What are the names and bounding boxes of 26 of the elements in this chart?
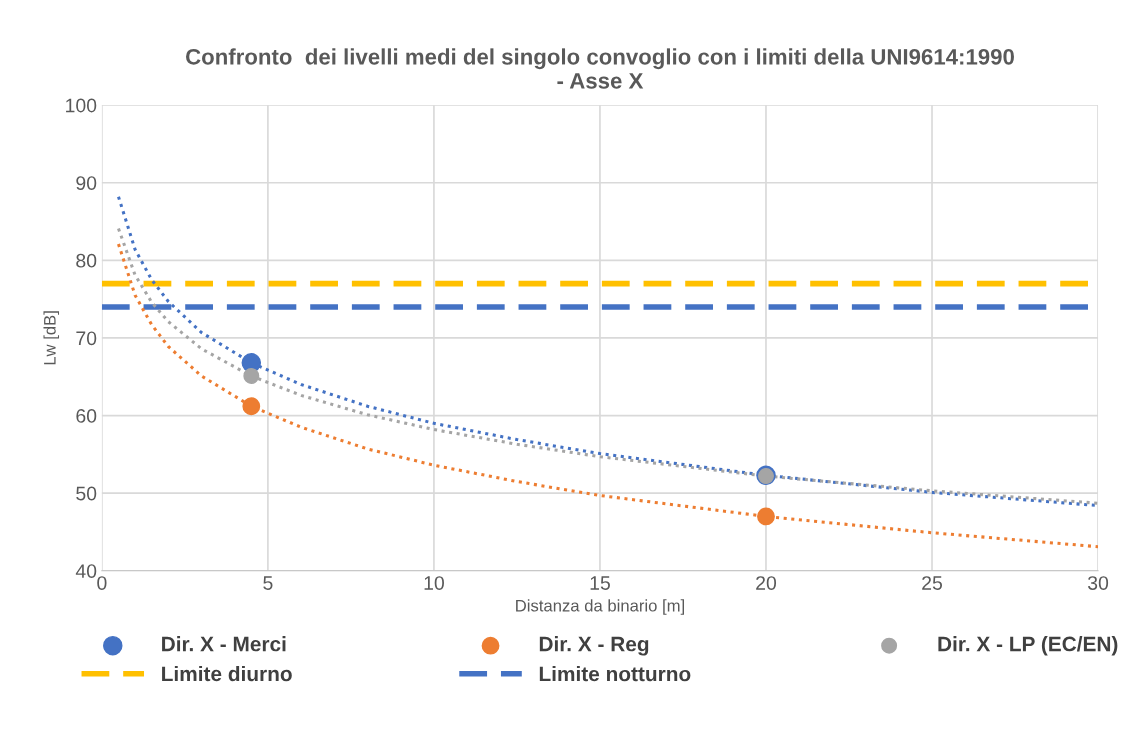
y-tick-label: 60 xyxy=(76,409,97,423)
y-tick-label: 50 xyxy=(76,486,97,501)
x-tick-label: 15 xyxy=(590,576,610,590)
y-tick-label: 70 xyxy=(76,331,97,346)
y-tick-label: 40 xyxy=(75,564,97,578)
chart-title: Confronto dei livelli medi del singolo convoglio con i limiti della UNI9614:1990 - Asse X xyxy=(186,48,1014,89)
legend-label: Dir. X - LP (EC/EN) xyxy=(938,636,1118,656)
y-tick-label: 100 xyxy=(66,98,97,113)
x-tick-label: 25 xyxy=(922,576,943,590)
point xyxy=(757,507,775,526)
x-tick-label: 0 xyxy=(97,576,107,590)
point xyxy=(243,367,260,384)
x-tick-label: 10 xyxy=(424,576,444,590)
x-axis-title: Distanza da binario [m] xyxy=(516,599,684,615)
y-tick-label: 90 xyxy=(76,176,97,190)
legend-label: Limite notturno xyxy=(539,666,691,682)
y-axis-title: Lw [dB] xyxy=(43,311,60,365)
x-tick-label: 20 xyxy=(756,576,777,590)
line-series xyxy=(116,242,1099,549)
legend-label: Dir. X - Reg xyxy=(539,636,649,656)
x-tick-label: 30 xyxy=(1087,576,1109,590)
legend-label: Limite diurno xyxy=(162,665,292,682)
x-tick-label: 5 xyxy=(263,576,273,590)
y-tick-label: 80 xyxy=(76,253,97,268)
point xyxy=(242,397,261,416)
legend-label: Dir. X - Merci xyxy=(162,636,286,652)
